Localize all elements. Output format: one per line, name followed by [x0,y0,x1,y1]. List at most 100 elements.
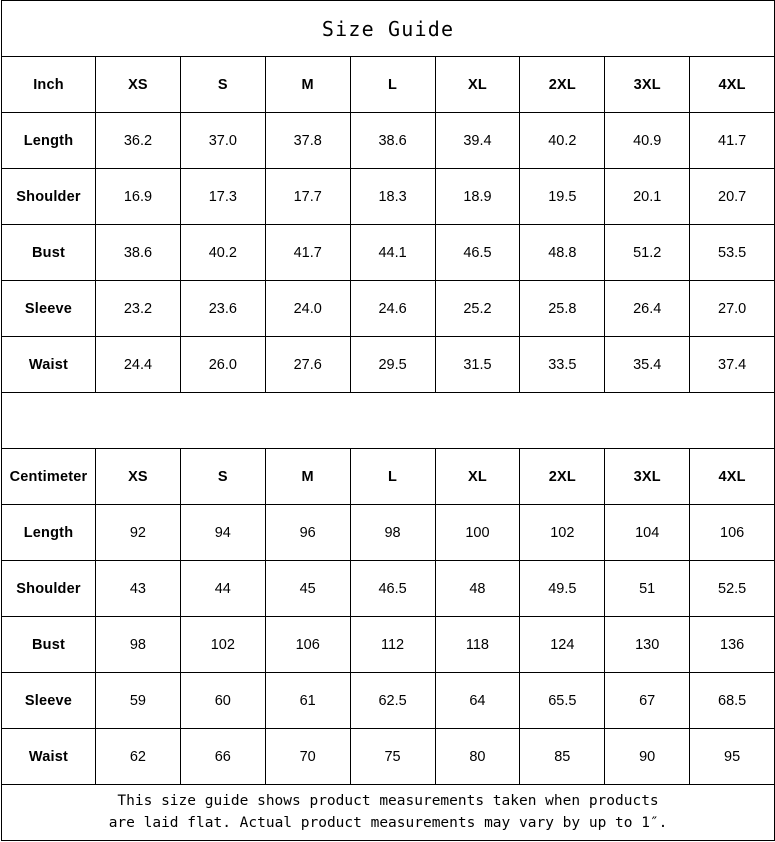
size-header-l: L [349,448,436,505]
measurement-sleeve-s: 60 [179,672,266,729]
measurement-length-xl: 100 [434,504,521,561]
row-label-length: Length [1,504,96,561]
measurement-bust-l: 112 [349,616,436,673]
size-header-xl: XL [434,448,521,505]
measurement-waist-xl: 31.5 [434,336,521,393]
measurement-bust-4xl: 136 [689,616,775,673]
measurement-bust-3xl: 130 [604,616,691,673]
header-row-centimeter: Centimeter XS S M L XL 2XL 3XL 4XL [1,448,775,505]
measurement-sleeve-xs: 59 [95,672,181,729]
measurement-waist-s: 66 [179,728,266,785]
row-label-bust: Bust [1,224,96,281]
measurement-waist-l: 75 [349,728,436,785]
measurement-sleeve-2xl: 25.8 [519,280,606,337]
measurement-sleeve-xl: 64 [434,672,521,729]
measurement-bust-xl: 118 [434,616,521,673]
measurement-length-xl: 39.4 [434,112,521,169]
measurement-bust-xl: 46.5 [434,224,521,281]
measurement-sleeve-l: 62.5 [349,672,436,729]
measurement-shoulder-2xl: 19.5 [519,168,606,225]
table-row: Length 36.2 37.0 37.8 38.6 39.4 40.2 40.9 41.7 [1,112,775,169]
measurement-bust-3xl: 51.2 [604,224,691,281]
measurement-shoulder-l: 18.3 [349,168,436,225]
measurement-length-4xl: 41.7 [689,112,775,169]
measurement-sleeve-xl: 25.2 [434,280,521,337]
row-label-length: Length [1,112,96,169]
table-row: Sleeve 59 60 61 62.5 64 65.5 67 68.5 [1,672,775,729]
size-header-3xl: 3XL [604,56,691,113]
measurement-length-s: 94 [179,504,266,561]
measurement-bust-m: 106 [264,616,351,673]
measurement-bust-2xl: 48.8 [519,224,606,281]
measurement-shoulder-4xl: 52.5 [689,560,775,617]
row-label-waist: Waist [1,728,96,785]
measurement-bust-m: 41.7 [264,224,351,281]
table-spacer-row [0,392,775,449]
measurement-waist-4xl: 37.4 [689,336,775,393]
measurement-waist-2xl: 85 [519,728,606,785]
measurement-shoulder-m: 45 [264,560,351,617]
measurement-shoulder-s: 17.3 [179,168,266,225]
measurement-bust-2xl: 124 [519,616,606,673]
size-guide-note: This size guide shows product measuremen… [0,784,775,841]
measurement-shoulder-3xl: 51 [604,560,691,617]
measurement-length-2xl: 40.2 [519,112,606,169]
measurement-shoulder-xs: 43 [95,560,181,617]
measurement-waist-2xl: 33.5 [519,336,606,393]
measurement-length-l: 98 [349,504,436,561]
size-header-xl: XL [434,56,521,113]
size-header-m: M [264,56,351,113]
row-label-sleeve: Sleeve [1,280,96,337]
table-row: Bust 98 102 106 112 118 124 130 136 [1,616,775,673]
measurement-length-xs: 92 [95,504,181,561]
measurement-sleeve-m: 61 [264,672,351,729]
measurement-shoulder-3xl: 20.1 [604,168,691,225]
size-header-3xl: 3XL [604,448,691,505]
measurement-waist-xs: 24.4 [95,336,181,393]
measurement-length-2xl: 102 [519,504,606,561]
measurement-sleeve-m: 24.0 [264,280,351,337]
measurement-length-xs: 36.2 [95,112,181,169]
row-label-bust: Bust [1,616,96,673]
table-row: Sleeve 23.2 23.6 24.0 24.6 25.2 25.8 26.4 27.0 [1,280,775,337]
measurement-length-4xl: 106 [689,504,775,561]
measurement-length-m: 96 [264,504,351,561]
table-row: Shoulder 16.9 17.3 17.7 18.3 18.9 19.5 20.1 20.7 [1,168,775,225]
measurement-sleeve-xs: 23.2 [95,280,181,337]
measurement-shoulder-l: 46.5 [349,560,436,617]
size-header-2xl: 2XL [519,448,606,505]
measurement-sleeve-4xl: 27.0 [689,280,775,337]
measurement-shoulder-xs: 16.9 [95,168,181,225]
measurement-length-3xl: 104 [604,504,691,561]
size-header-m: M [264,448,351,505]
size-header-4xl: 4XL [689,448,775,505]
size-header-xs: XS [95,448,181,505]
measurement-sleeve-3xl: 67 [604,672,691,729]
title-row: Size Guide [0,0,775,57]
size-header-xs: XS [95,56,181,113]
size-header-s: S [179,56,266,113]
table-spacer [0,392,775,449]
note-line-1: This size guide shows product measuremen… [117,793,659,810]
row-label-sleeve: Sleeve [1,672,96,729]
measurement-waist-l: 29.5 [349,336,436,393]
measurement-shoulder-xl: 48 [434,560,521,617]
row-label-shoulder: Shoulder [1,168,96,225]
table-row: Length 92 94 96 98 100 102 104 106 [1,504,775,561]
table-row: Waist 62 66 70 75 80 85 90 95 [1,728,775,785]
measurement-sleeve-s: 23.6 [179,280,266,337]
measurement-waist-xs: 62 [95,728,181,785]
page-title: Size Guide [0,0,775,57]
table-row: Bust 38.6 40.2 41.7 44.1 46.5 48.8 51.2 53.5 [1,224,775,281]
measurement-waist-m: 27.6 [264,336,351,393]
measurement-waist-m: 70 [264,728,351,785]
measurement-sleeve-4xl: 68.5 [689,672,775,729]
measurement-length-l: 38.6 [349,112,436,169]
measurement-length-3xl: 40.9 [604,112,691,169]
measurement-waist-3xl: 35.4 [604,336,691,393]
size-header-2xl: 2XL [519,56,606,113]
measurement-waist-4xl: 95 [689,728,775,785]
unit-header-inch: Inch [1,56,96,113]
